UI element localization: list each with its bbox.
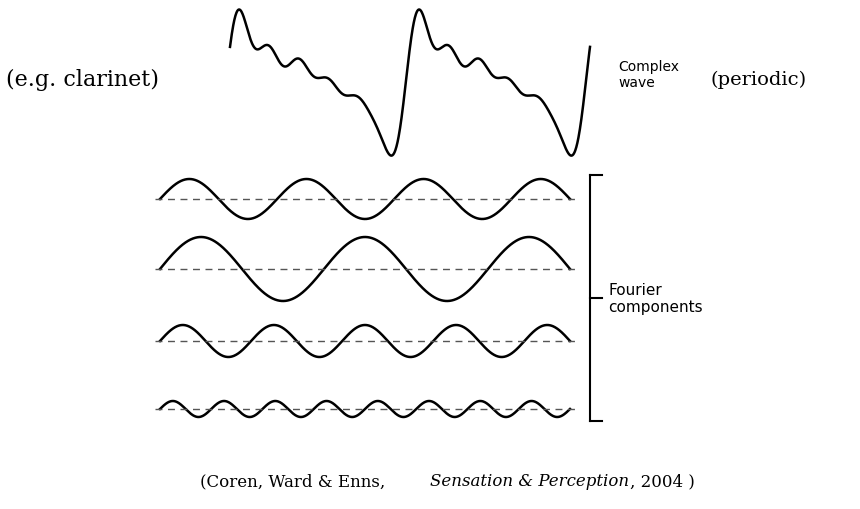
Text: Sensation & Perception: Sensation & Perception — [430, 472, 630, 490]
Text: Complex
wave: Complex wave — [618, 60, 679, 90]
Text: (e.g. clarinet): (e.g. clarinet) — [5, 69, 158, 91]
Text: , 2004 ): , 2004 ) — [630, 472, 695, 490]
Text: Fourier
components: Fourier components — [608, 282, 703, 315]
Text: (Coren, Ward & Enns,: (Coren, Ward & Enns, — [200, 472, 390, 490]
Text: (periodic): (periodic) — [710, 71, 806, 89]
